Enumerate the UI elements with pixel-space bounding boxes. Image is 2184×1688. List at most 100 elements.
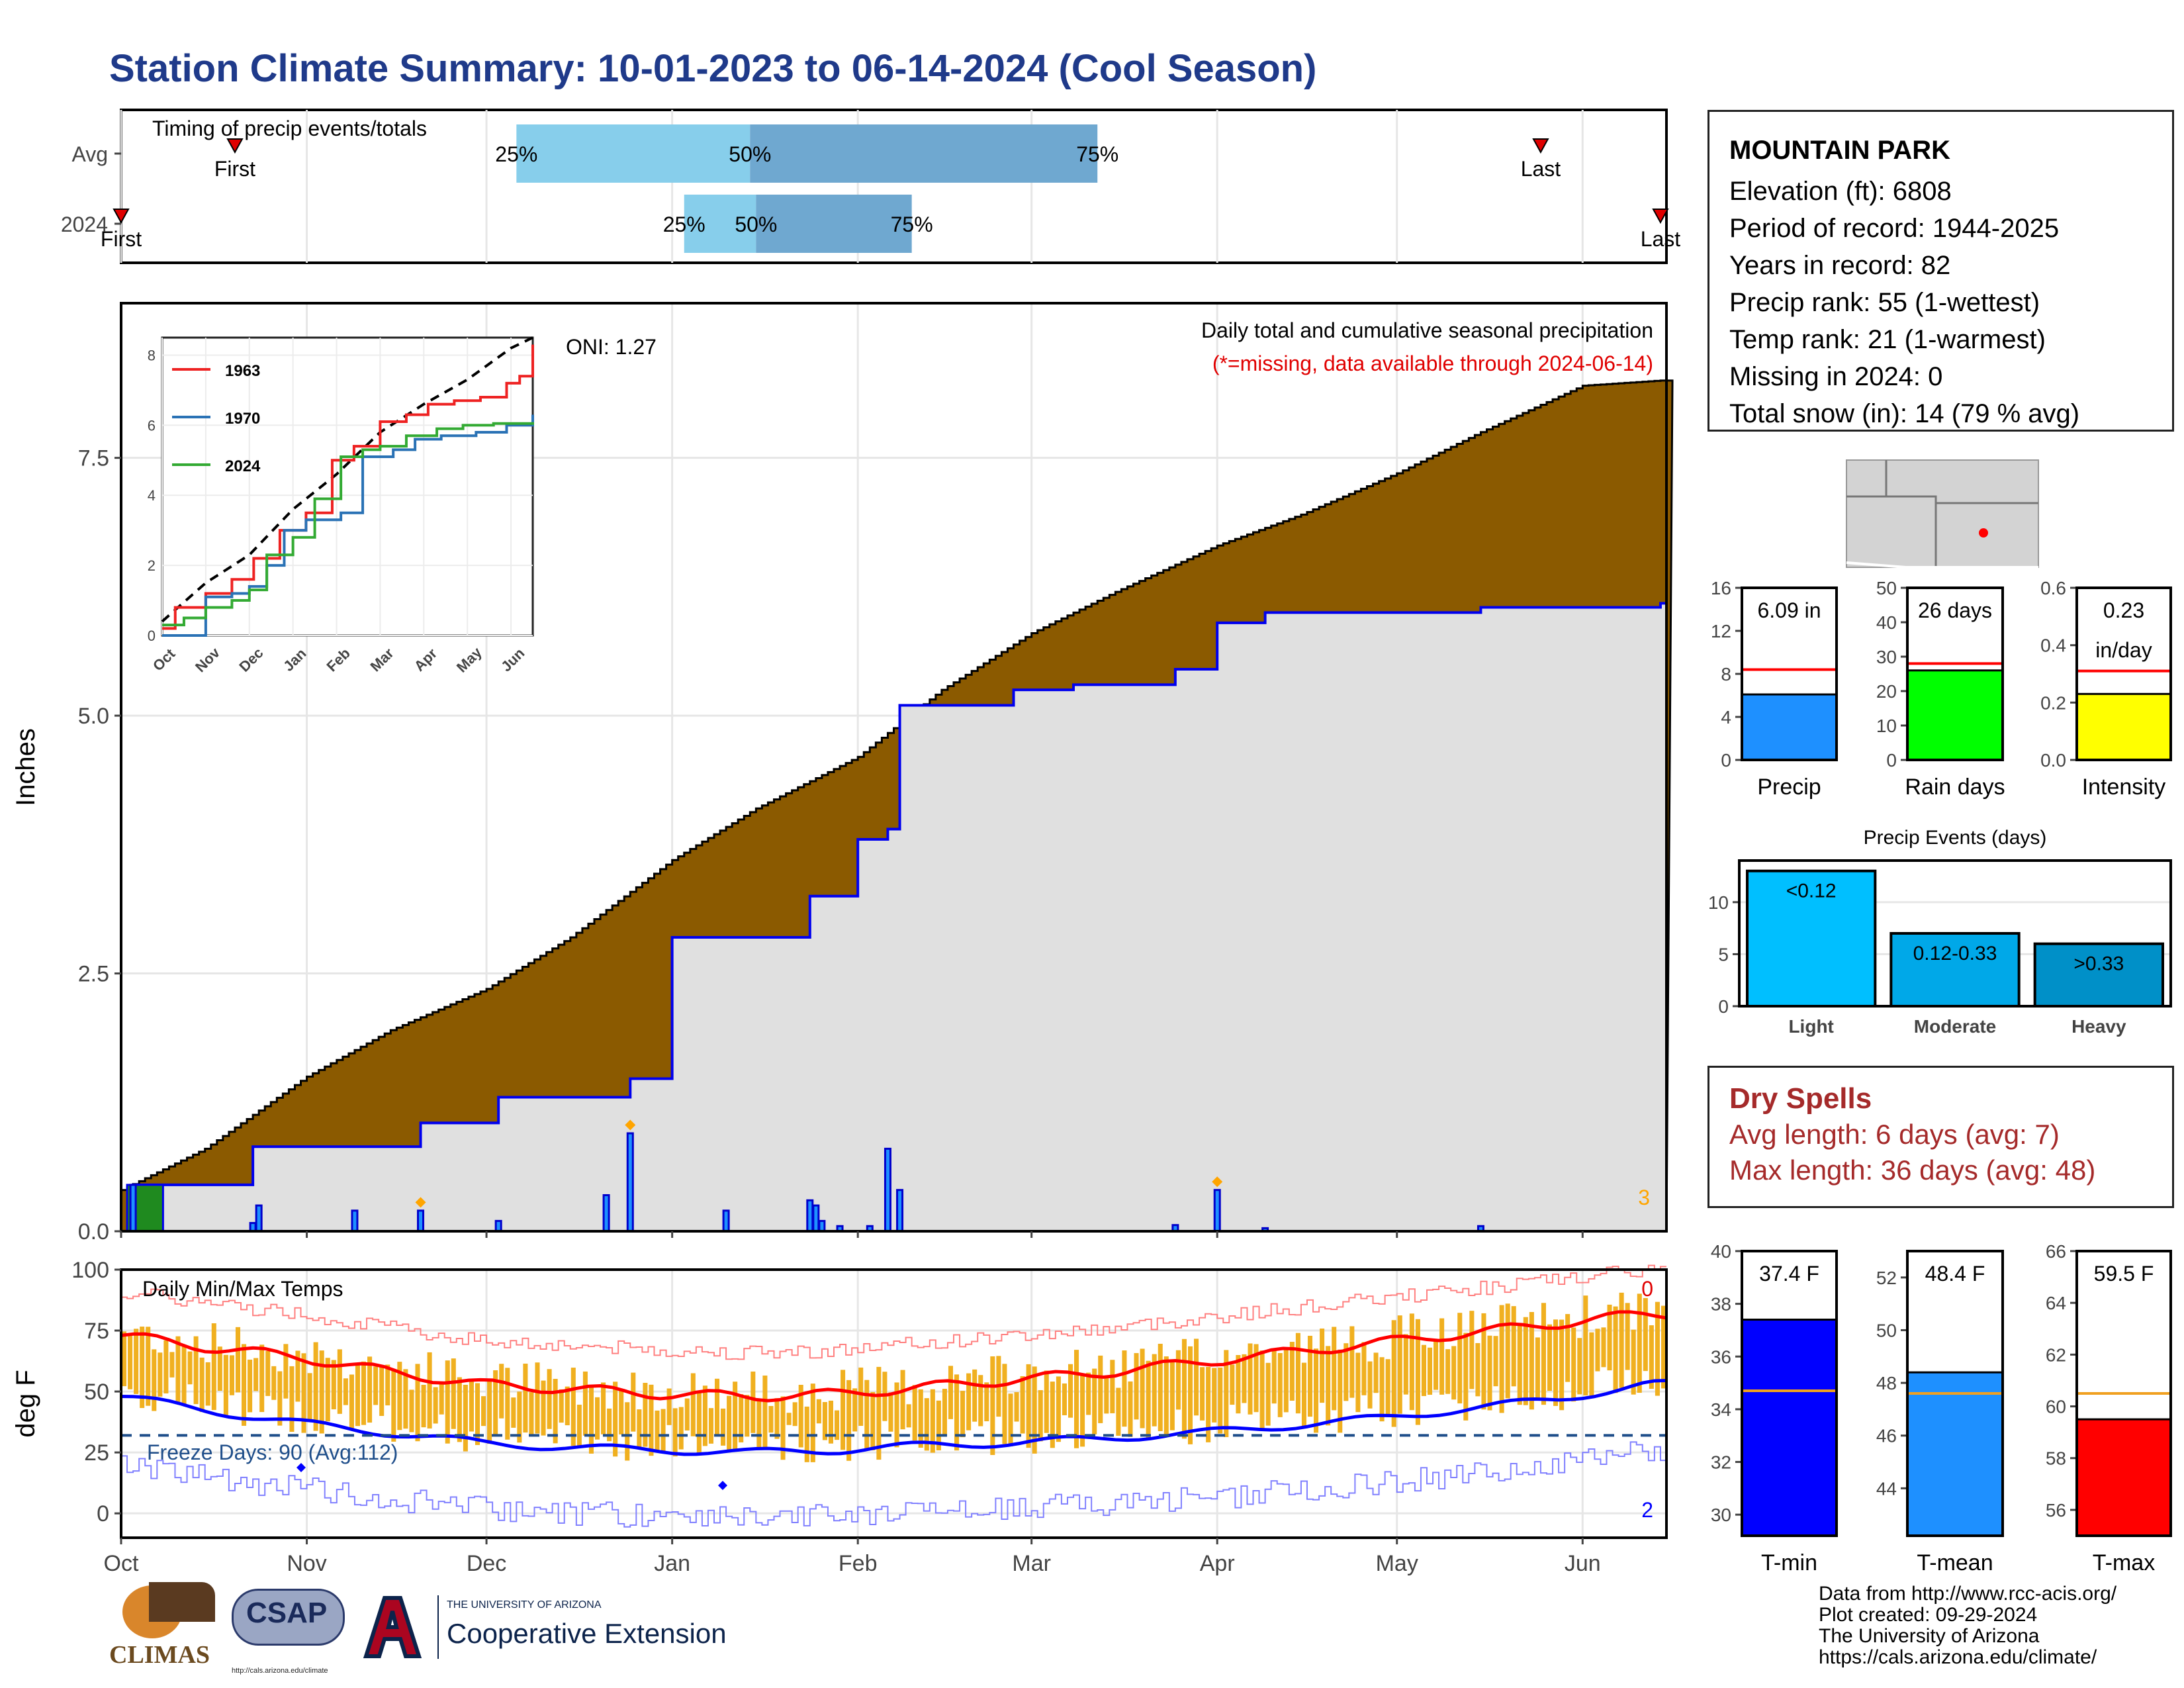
daily-temp-bar (1259, 1350, 1265, 1431)
daily-temp-bar (1547, 1324, 1553, 1391)
tmin-gauge-xlabel: T-min (1761, 1550, 1817, 1575)
daily-temp-bar (523, 1364, 528, 1433)
temp-xtick-label: Oct (104, 1551, 139, 1576)
record-high-line (121, 1264, 1666, 1360)
precip-ytick-label: 0.0 (78, 1219, 109, 1244)
daily-temp-bar (463, 1384, 468, 1452)
daily-temp-bar (1397, 1315, 1402, 1414)
daily-temp-bar (565, 1386, 570, 1426)
raindays-gauge-value-label: 26 days (1918, 598, 1992, 622)
daily-temp-bar (541, 1380, 546, 1436)
daily-temp-bar (295, 1350, 300, 1402)
event-bar-label: 0.12-0.33 (1913, 943, 1997, 964)
daily-temp-bar (1439, 1318, 1445, 1395)
daily-temp-bar (858, 1367, 864, 1427)
daily-temp-bar (1613, 1306, 1618, 1393)
daily-temp-bar (924, 1398, 929, 1451)
timing-first-label: First (101, 227, 142, 251)
daily-precip-bar (602, 1194, 610, 1233)
daily-temp-bar (894, 1382, 899, 1448)
tmax-gauge-ytick-label: 66 (2046, 1241, 2066, 1262)
daily-temp-bar (1511, 1306, 1516, 1387)
daily-temp-bar (1242, 1354, 1247, 1403)
intensity-gauge-ytick-label: 0.0 (2040, 750, 2066, 771)
daily-temp-bar (1475, 1342, 1480, 1397)
daily-temp-bar (1355, 1352, 1361, 1413)
csap-label: CSAP (246, 1597, 328, 1629)
daily-temp-bar (607, 1408, 612, 1442)
daily-temp-bar (570, 1368, 576, 1446)
station-missing: Missing in 2024: 0 (1729, 362, 1943, 391)
daily-temp-bar (493, 1370, 498, 1436)
first-marker-icon (113, 209, 130, 224)
daily-temp-bar (1409, 1313, 1414, 1411)
raindays-gauge-ytick-label: 0 (1886, 750, 1897, 771)
daily-temp-bar (1577, 1338, 1582, 1395)
events-frame (1738, 859, 2172, 1008)
daily-temp-bar (1128, 1381, 1133, 1437)
daily-temp-bar (972, 1369, 978, 1422)
daily-temp-bar (517, 1391, 522, 1443)
event-bar (1746, 869, 1877, 1008)
daily-temp-bar (966, 1373, 972, 1430)
timing-pct-label: 50% (735, 212, 777, 236)
timing-bar-q25-q50 (516, 124, 751, 183)
timing-bar-q25-q50 (684, 195, 756, 253)
temp-ytick-label: 100 (71, 1258, 109, 1283)
precip-gauge-ytick-label: 8 (1721, 664, 1731, 684)
daily-temp-bar (457, 1377, 462, 1442)
daily-temp-bar (714, 1378, 720, 1436)
daily-temp-bar (1661, 1305, 1666, 1389)
event-category-label: Heavy (2071, 1016, 2126, 1037)
daily-temp-bar (841, 1370, 846, 1450)
daily-temp-bar (481, 1396, 486, 1427)
daily-temp-bar (469, 1380, 474, 1432)
a-mark-icon (359, 1595, 426, 1659)
tmean-gauge-ytick-label: 48 (1876, 1373, 1897, 1393)
daily-temp-bar (960, 1391, 966, 1438)
daily-temp-bar (307, 1373, 312, 1422)
daily-temp-bar (1271, 1349, 1277, 1404)
credit-line: The University of Arizona (1819, 1625, 2040, 1647)
temp-xtick-label: Feb (839, 1551, 878, 1576)
daily-temp-bar (990, 1356, 995, 1456)
missing-count: 3 (1638, 1186, 1650, 1209)
inset-legend-label: 1963 (225, 362, 260, 380)
daily-temp-bar (948, 1366, 954, 1419)
map-bg (1846, 459, 2039, 568)
daily-temp-bar (248, 1359, 253, 1413)
temp-ylabel: deg F (11, 1370, 40, 1437)
timing-last-label: Last (1641, 227, 1681, 251)
daily-temp-bar (1541, 1303, 1546, 1405)
timing-pct-label: 25% (495, 142, 537, 166)
dry-spells-title: Dry Spells (1729, 1082, 1872, 1115)
event-bar-label: >0.33 (2073, 953, 2124, 975)
daily-temp-bar (1295, 1333, 1300, 1414)
credits: Data from http://www.rcc-acis.org/ Plot … (1819, 1583, 2116, 1668)
daily-temp-bar (199, 1357, 205, 1413)
daily-temp-bar (193, 1336, 199, 1405)
precip-ylabel: Inches (11, 728, 40, 806)
daily-temp-bar (870, 1391, 876, 1450)
daily-temp-bar (1104, 1378, 1109, 1414)
daily-temp-bar (499, 1364, 504, 1419)
raindays-gauge-ytick-label: 30 (1876, 647, 1897, 667)
daily-temp-bar (1248, 1343, 1253, 1415)
daily-temp-bar (1146, 1360, 1151, 1440)
inset-series-line (162, 422, 534, 627)
daily-temp-bar (876, 1366, 882, 1460)
inset-ytick-label: 0 (148, 628, 156, 644)
events-title: Precip Events (days) (1864, 827, 2047, 849)
daily-temp-bar (1463, 1333, 1469, 1421)
daily-temp-bar (739, 1394, 744, 1442)
timing-row-label: Avg (71, 142, 108, 166)
daily-temp-bar (655, 1410, 660, 1452)
tmean-gauge-value-bar (1906, 1371, 2004, 1537)
daily-temp-bar (1181, 1338, 1187, 1439)
temp-xtick-label: Apr (1200, 1551, 1235, 1576)
daily-temp-bar (187, 1351, 193, 1385)
daily-temp-bar (1218, 1367, 1223, 1434)
timing-bar-q50-q75 (750, 124, 1098, 183)
daily-temp-bar (1194, 1338, 1199, 1416)
daily-temp-bar (1481, 1313, 1486, 1410)
